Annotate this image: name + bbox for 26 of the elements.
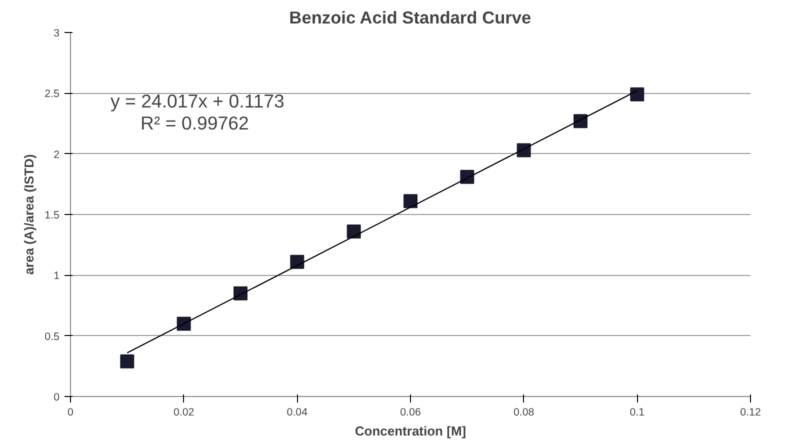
point	[346, 224, 361, 238]
point	[120, 354, 134, 368]
x-tick-label: 0.12	[740, 406, 761, 418]
point	[574, 114, 588, 128]
y-tick-label: 0	[54, 392, 60, 404]
x-tick-label: 0.04	[286, 406, 308, 418]
x-axis-title: Concentration [M]	[354, 424, 466, 438]
x-tick-label: 0.1	[630, 406, 645, 418]
y-tick-label: 1	[54, 270, 60, 282]
y-tick-label: 2	[54, 148, 60, 161]
x-tick-label: 0.06	[400, 406, 421, 418]
y-tick-label: 2.5	[44, 88, 60, 100]
point	[516, 143, 531, 158]
y-tick-label: 3	[54, 28, 60, 40]
x-tick-label: 0.08	[513, 406, 534, 418]
x-tick-label: 0	[68, 406, 74, 418]
y-axis-title: area (A)/area (ISTD)	[22, 154, 37, 275]
y-tick-label: 0.5	[44, 330, 60, 343]
annotation: R² = 0.99762	[140, 112, 249, 134]
point	[630, 87, 644, 102]
x-tick-label: 0.02	[173, 406, 194, 418]
annotation: y = 24.017x + 0.1173	[110, 90, 284, 112]
chart-title: Benzoic Acid Standard Curve	[289, 8, 532, 28]
point	[404, 194, 418, 208]
y-tick-label: 1.5	[44, 210, 60, 222]
point	[176, 316, 191, 331]
